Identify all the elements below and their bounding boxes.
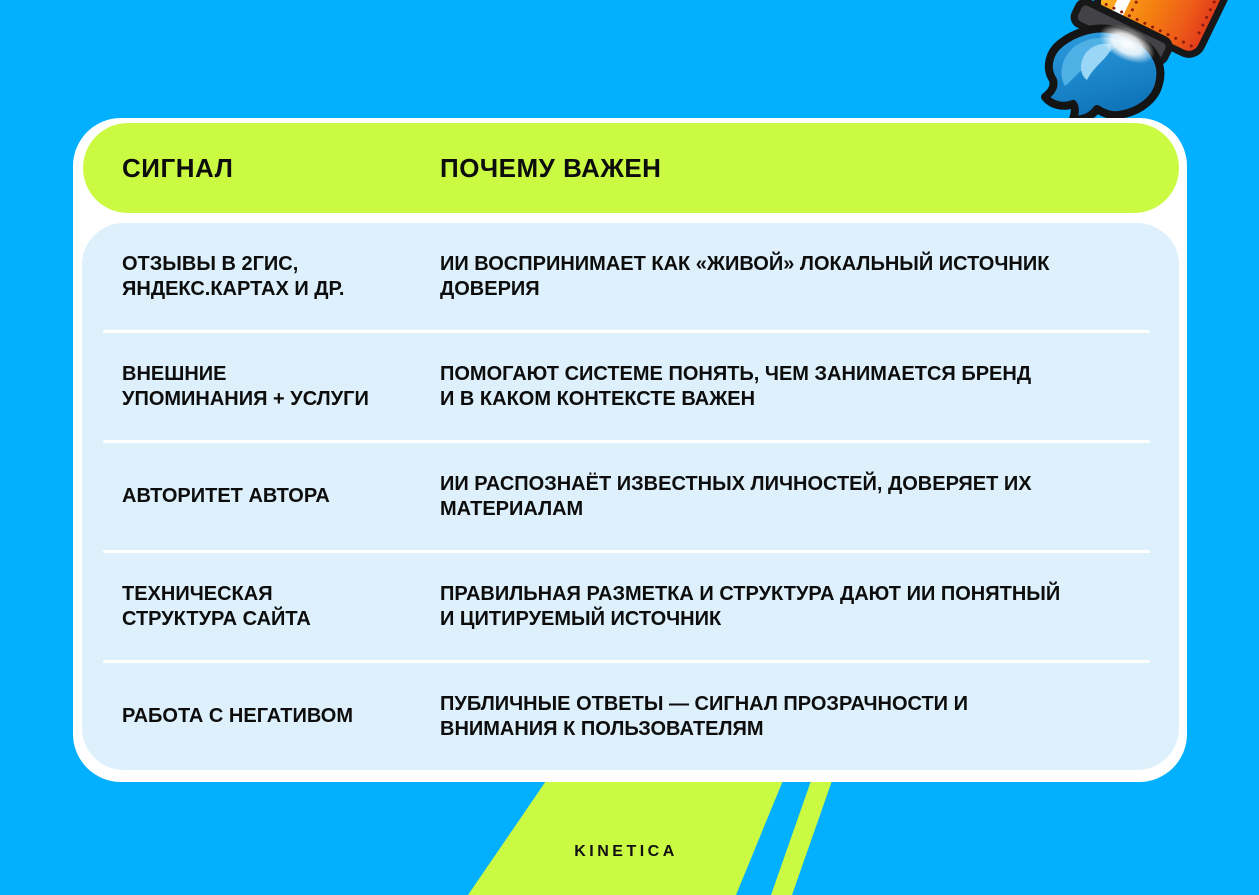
reason-cell: ПРАВИЛЬНАЯ РАЗМЕТКА И СТРУКТУРА ДАЮТ ИИ …: [440, 582, 1179, 632]
footer-stripe-main: [468, 778, 784, 895]
reason-cell: ПОМОГАЮТ СИСТЕМЕ ПОНЯТЬ, ЧЕМ ЗАНИМАЕТСЯ …: [440, 362, 1179, 412]
signal-cell: ОТЗЫВЫ В 2ГИС, ЯНДЕКС.КАРТАХ И ДР.: [122, 252, 440, 302]
table-row: РАБОТА С НЕГАТИВОМ ПУБЛИЧНЫЕ ОТВЕТЫ — СИГ…: [82, 663, 1179, 770]
signal-cell: РАБОТА С НЕГАТИВОМ: [122, 704, 440, 729]
signal-cell-line: ВНЕШНИЕ: [122, 362, 227, 385]
table-body: ОТЗЫВЫ В 2ГИС, ЯНДЕКС.КАРТАХ И ДР. ИИ ВОСП…: [82, 223, 1179, 770]
signal-cell-line: ОТЗЫВЫ В 2ГИС,: [122, 252, 299, 275]
reason-cell: ИИ ВОСПРИНИМАЕТ КАК «ЖИВОЙ» ЛОКАЛЬНЫЙ ИС…: [440, 252, 1179, 302]
row-divider: [103, 330, 1150, 333]
reason-cell-line: ИИ ВОСПРИНИМАЕТ КАК «ЖИВОЙ» ЛОКАЛЬНЫЙ ИС…: [440, 252, 1050, 275]
row-divider: [103, 550, 1150, 553]
row-divider: [103, 660, 1150, 663]
footer-stripes: [468, 778, 833, 895]
rocket-flame-illustration: [1041, 0, 1259, 124]
signal-cell-line: АВТОРИТЕТ АВТОРА: [122, 485, 330, 507]
signal-cell-line: СТРУКТУРА САЙТА: [122, 607, 311, 630]
table-row: ОТЗЫВЫ В 2ГИС, ЯНДЕКС.КАРТАХ И ДР. ИИ ВОСП…: [82, 223, 1179, 330]
signal-cell-line: ЯНДЕКС.КАРТАХ И ДР.: [122, 277, 345, 300]
reason-cell-line: И В КАКОМ КОНТЕКСТЕ ВАЖЕН: [440, 387, 756, 410]
header-reason: ПОЧЕМУ ВАЖЕН: [440, 152, 662, 183]
signal-cell-line: УПОМИНАНИЯ + УСЛУГИ: [122, 387, 369, 410]
reason-cell-line: ПОМОГАЮТ СИСТЕМЕ ПОНЯТЬ, ЧЕМ ЗАНИМАЕТСЯ …: [440, 362, 1032, 385]
signal-cell-line: ТЕХНИЧЕСКАЯ: [122, 582, 273, 605]
signal-cell: ТЕХНИЧЕСКАЯ СТРУКТУРА САЙТА: [122, 582, 440, 632]
table-card: СИГНАЛ ПОЧЕМУ ВАЖЕН ОТЗЫВЫ В 2ГИС, ЯНДЕКС…: [73, 118, 1187, 782]
table-row: ВНЕШНИЕ УПОМИНАНИЯ + УСЛУГИ ПОМОГАЮТ СИСТЕ…: [82, 333, 1179, 440]
signal-cell: ВНЕШНИЕ УПОМИНАНИЯ + УСЛУГИ: [122, 362, 440, 412]
reason-cell-line: ИИ РАСПОЗНАЁТ ИЗВЕСТНЫХ ЛИЧНОСТЕЙ, ДОВЕР…: [440, 472, 1032, 495]
reason-cell: ПУБЛИЧНЫЕ ОТВЕТЫ — СИГНАЛ ПРОЗРАЧНОСТИ И…: [440, 692, 1179, 742]
signal-cell-line: РАБОТА С НЕГАТИВОМ: [122, 705, 353, 727]
reason-cell-line: ДОВЕРИЯ: [440, 277, 540, 300]
exhaust-glow: [1099, 24, 1155, 64]
table-row: АВТОРИТЕТ АВТОРА ИИ РАСПОЗНАЁТ ИЗВЕСТНЫХ …: [82, 443, 1179, 550]
brand-logo-kinetica: KINETICA: [574, 843, 678, 860]
signal-cell: АВТОРИТЕТ АВТОРА: [122, 484, 440, 509]
reason-cell-line: И ЦИТИРУЕМЫЙ ИСТОЧНИК: [440, 607, 722, 630]
reason-cell-line: ПУБЛИЧНЫЕ ОТВЕТЫ — СИГНАЛ ПРОЗРАЧНОСТИ И: [440, 692, 968, 715]
header-signal: СИГНАЛ: [122, 152, 234, 183]
footer-stripe-thin: [771, 778, 833, 895]
reason-cell-line: МАТЕРИАЛАМ: [440, 497, 584, 520]
row-divider: [103, 440, 1150, 443]
reason-cell: ИИ РАСПОЗНАЁТ ИЗВЕСТНЫХ ЛИЧНОСТЕЙ, ДОВЕР…: [440, 472, 1179, 522]
reason-cell-line: ПРАВИЛЬНАЯ РАЗМЕТКА И СТРУКТУРА ДАЮТ ИИ …: [440, 582, 1061, 605]
flame-highlight: [1080, 43, 1112, 80]
table-header: СИГНАЛ ПОЧЕМУ ВАЖЕН: [83, 123, 1179, 213]
table-row: ТЕХНИЧЕСКАЯ СТРУКТУРА САЙТА ПРАВИЛЬНАЯ РАЗ…: [82, 553, 1179, 660]
reason-cell-line: ВНИМАНИЯ К ПОЛЬЗОВАТЕЛЯМ: [440, 717, 764, 740]
